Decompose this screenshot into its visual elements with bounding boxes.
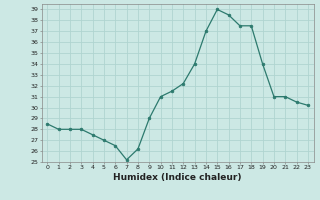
X-axis label: Humidex (Indice chaleur): Humidex (Indice chaleur) [113, 173, 242, 182]
